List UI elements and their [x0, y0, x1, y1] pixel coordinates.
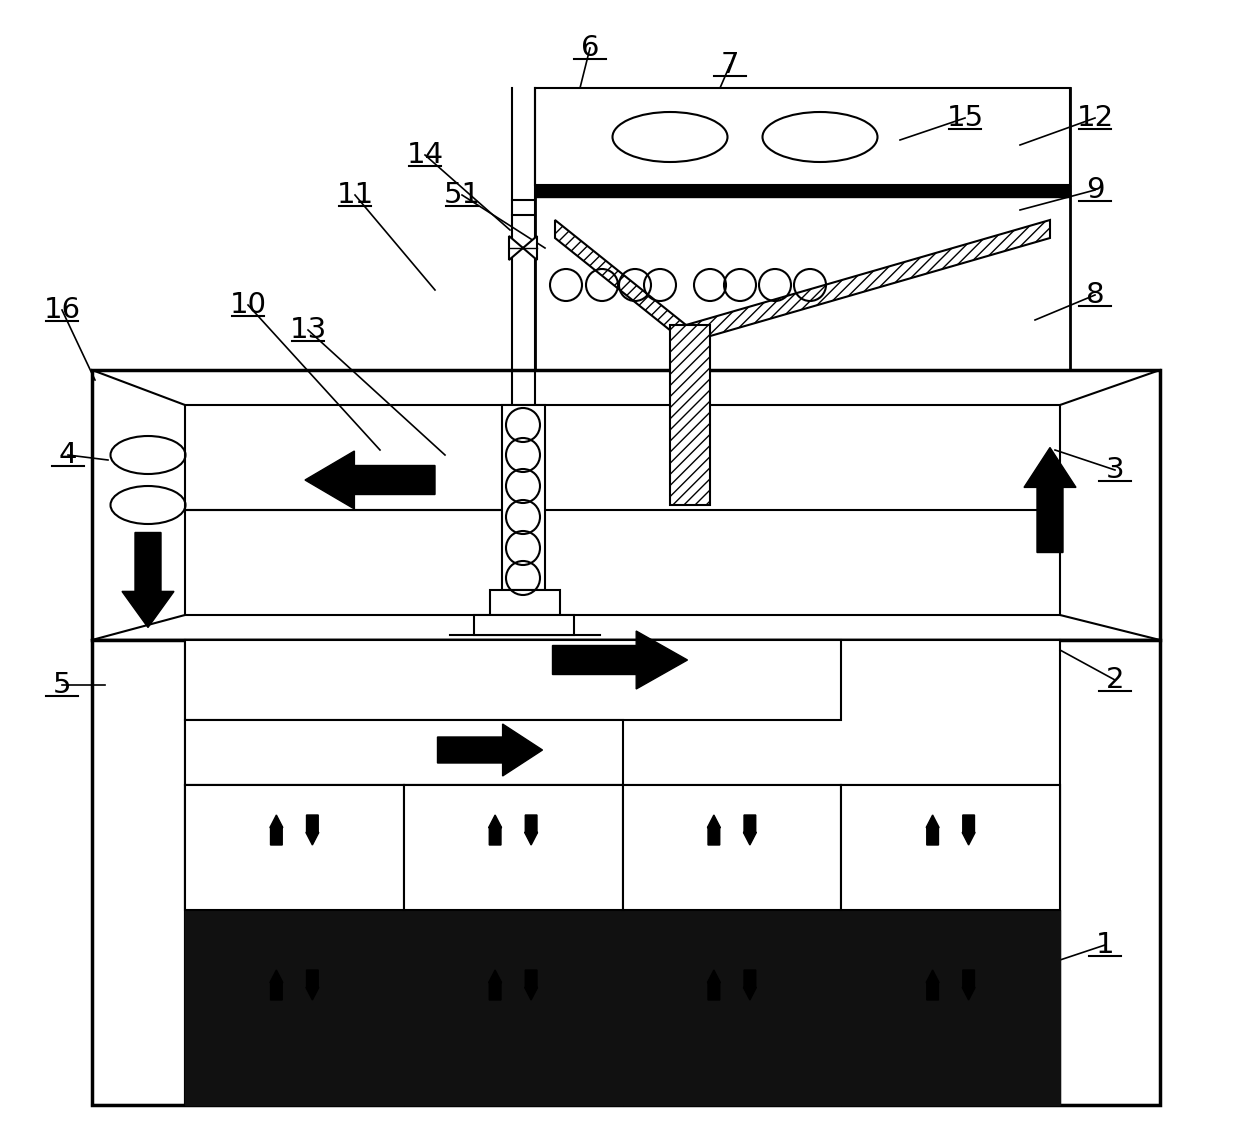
Text: 51: 51	[444, 181, 481, 209]
Text: 13: 13	[289, 316, 326, 344]
Bar	[185, 785, 404, 910]
Bar	[185, 785, 404, 1105]
Text: 11: 11	[336, 181, 373, 209]
Bar	[841, 910, 1060, 1105]
Bar	[404, 785, 622, 910]
Polygon shape	[270, 970, 283, 1000]
Bar	[622, 785, 841, 910]
Polygon shape	[306, 815, 319, 845]
Polygon shape	[306, 970, 319, 1000]
Polygon shape	[489, 815, 502, 845]
Bar	[490, 590, 560, 615]
Polygon shape	[122, 532, 174, 627]
Polygon shape	[525, 815, 538, 845]
Polygon shape	[270, 815, 283, 845]
Text: 9: 9	[1086, 176, 1105, 205]
Text: 2: 2	[1106, 666, 1125, 694]
Text: 14: 14	[407, 141, 444, 170]
Bar	[185, 640, 841, 720]
Bar	[534, 185, 1070, 197]
Polygon shape	[743, 815, 756, 845]
Polygon shape	[489, 970, 502, 1000]
Polygon shape	[305, 451, 435, 508]
Bar	[185, 640, 1060, 1105]
Polygon shape	[962, 970, 975, 1000]
Bar	[534, 88, 1070, 370]
Text: 16: 16	[43, 296, 81, 324]
Polygon shape	[508, 236, 537, 260]
Text: 5: 5	[53, 671, 71, 699]
Text: 3: 3	[1106, 457, 1125, 484]
Polygon shape	[926, 970, 939, 1000]
Text: 6: 6	[580, 34, 599, 62]
Text: 1: 1	[1096, 931, 1115, 959]
Polygon shape	[525, 970, 538, 1000]
Polygon shape	[1024, 447, 1076, 553]
Bar	[92, 370, 1159, 640]
Bar	[474, 615, 574, 635]
Polygon shape	[707, 970, 720, 1000]
Bar	[670, 325, 711, 505]
Polygon shape	[556, 220, 686, 344]
Polygon shape	[686, 220, 1050, 344]
Text: 4: 4	[58, 441, 77, 469]
Bar	[502, 405, 546, 590]
Text: 15: 15	[946, 104, 983, 132]
Bar	[185, 720, 622, 785]
Bar	[622, 910, 841, 1105]
Bar	[92, 640, 1159, 1105]
Bar	[404, 910, 622, 1105]
Bar	[841, 785, 1060, 910]
Polygon shape	[438, 724, 543, 776]
Polygon shape	[743, 970, 756, 1000]
Text: 8: 8	[1086, 281, 1105, 308]
Polygon shape	[707, 815, 720, 845]
Bar	[185, 910, 404, 1105]
Text: 7: 7	[720, 51, 739, 79]
Bar	[534, 88, 1070, 185]
Text: 12: 12	[1076, 104, 1114, 132]
Polygon shape	[553, 631, 687, 689]
Bar	[185, 405, 1060, 615]
Polygon shape	[962, 815, 975, 845]
Polygon shape	[926, 815, 939, 845]
Bar	[622, 785, 841, 1105]
Text: 10: 10	[229, 292, 267, 319]
Bar	[404, 785, 622, 1105]
Bar	[841, 785, 1060, 1105]
